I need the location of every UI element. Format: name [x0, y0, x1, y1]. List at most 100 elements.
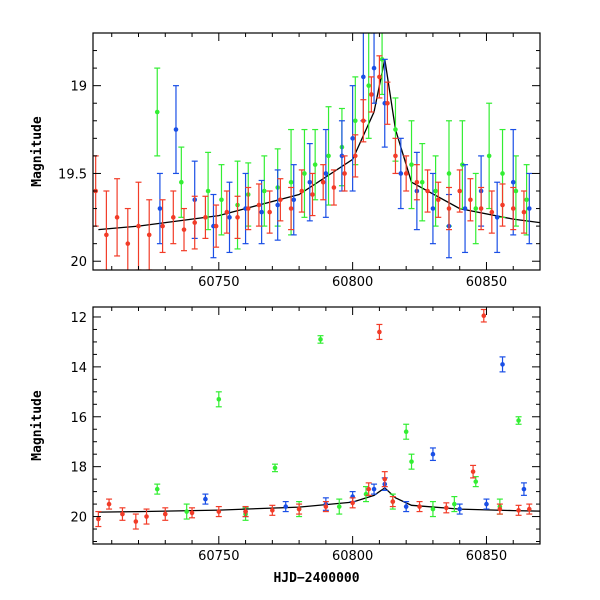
x-tick-label: 60750	[198, 549, 239, 564]
x-tick-label: 60750	[198, 275, 239, 290]
data-point	[144, 514, 149, 519]
data-point	[510, 179, 516, 185]
data-point	[224, 209, 230, 215]
data-point	[500, 171, 505, 176]
top-tick-labels-layer: 60750 60800 60850 19 19.5 20	[58, 80, 507, 290]
data-point	[444, 505, 449, 511]
data-point	[473, 206, 479, 211]
data-point	[120, 511, 125, 517]
x-tick-label: 60800	[332, 549, 373, 564]
data-point	[323, 171, 329, 176]
top-ticks-layer	[93, 32, 541, 270]
data-point	[245, 206, 251, 211]
data-point	[446, 206, 452, 211]
data-point	[524, 197, 529, 203]
bottom-y-axis-title: Magnitude	[30, 390, 45, 461]
data-point	[478, 206, 484, 211]
data-point	[419, 179, 425, 185]
data-point	[484, 501, 489, 507]
model-line	[98, 487, 540, 513]
data-point	[435, 197, 441, 203]
bottom-tick-labels-layer: 60750 60800 60850 12 14 16 18 20	[70, 311, 507, 564]
data-point	[205, 188, 211, 194]
y-tick-label: 16	[70, 411, 87, 426]
data-point	[154, 486, 160, 492]
data-point	[409, 459, 414, 464]
data-point	[398, 171, 404, 176]
data-point	[361, 118, 366, 124]
bottom-plot-frame	[92, 306, 541, 545]
data-point	[288, 206, 294, 211]
data-point	[173, 127, 179, 132]
data-point	[481, 313, 487, 319]
y-tick-label: 20	[70, 511, 87, 526]
data-point	[489, 209, 495, 215]
data-point	[377, 74, 382, 80]
data-point	[259, 209, 264, 215]
data-point	[320, 179, 326, 185]
data-point	[291, 197, 297, 203]
bottom-points-layer	[95, 308, 533, 530]
data-point	[299, 188, 305, 194]
data-point	[213, 223, 219, 229]
data-point	[353, 118, 358, 124]
data-point	[513, 188, 519, 194]
data-point	[181, 227, 187, 232]
data-point	[106, 501, 112, 507]
data-point	[366, 83, 371, 88]
data-point	[350, 136, 355, 141]
data-point	[342, 171, 347, 176]
data-point	[104, 232, 109, 238]
y-tick-label: 12	[70, 311, 87, 326]
data-point	[414, 179, 420, 185]
data-point	[486, 153, 492, 159]
data-point	[521, 209, 527, 215]
data-point	[457, 506, 463, 512]
data-point	[403, 171, 409, 176]
data-point	[283, 504, 289, 509]
x-tick-label: 60800	[332, 275, 373, 290]
x-tick-label: 60850	[466, 275, 507, 290]
data-point	[468, 197, 473, 203]
data-point	[312, 162, 318, 167]
data-point	[331, 185, 337, 190]
data-point	[403, 504, 409, 509]
data-point	[216, 509, 222, 514]
data-point	[189, 510, 195, 516]
data-point	[203, 496, 208, 502]
data-point	[390, 499, 396, 504]
data-point	[192, 220, 198, 225]
bottom-ticks-layer	[93, 307, 541, 544]
top-points-layer	[93, 33, 533, 270]
data-point	[510, 206, 516, 211]
y-tick-label: 19	[70, 80, 87, 95]
x-tick-label: 60850	[466, 549, 507, 564]
data-point	[393, 153, 398, 159]
data-point	[326, 153, 331, 159]
data-point	[393, 127, 398, 132]
data-point	[133, 519, 139, 524]
data-point	[184, 509, 189, 514]
data-point	[307, 179, 313, 185]
data-point	[114, 215, 120, 220]
data-point	[425, 188, 430, 194]
data-point	[369, 92, 374, 97]
data-point	[382, 476, 388, 482]
y-tick-label: 20	[70, 255, 87, 270]
y-tick-label: 14	[70, 361, 87, 376]
data-point	[96, 516, 101, 522]
data-point	[336, 504, 342, 509]
data-point	[350, 500, 355, 506]
data-point	[430, 506, 436, 512]
data-point	[227, 215, 232, 220]
data-point	[500, 362, 505, 367]
data-point	[526, 206, 532, 211]
data-point	[162, 511, 168, 517]
data-point	[154, 109, 160, 115]
data-point	[262, 188, 267, 194]
top-y-axis-title: Magnitude	[30, 116, 45, 187]
data-point	[462, 206, 468, 211]
data-point	[278, 197, 283, 203]
data-point	[243, 509, 248, 514]
